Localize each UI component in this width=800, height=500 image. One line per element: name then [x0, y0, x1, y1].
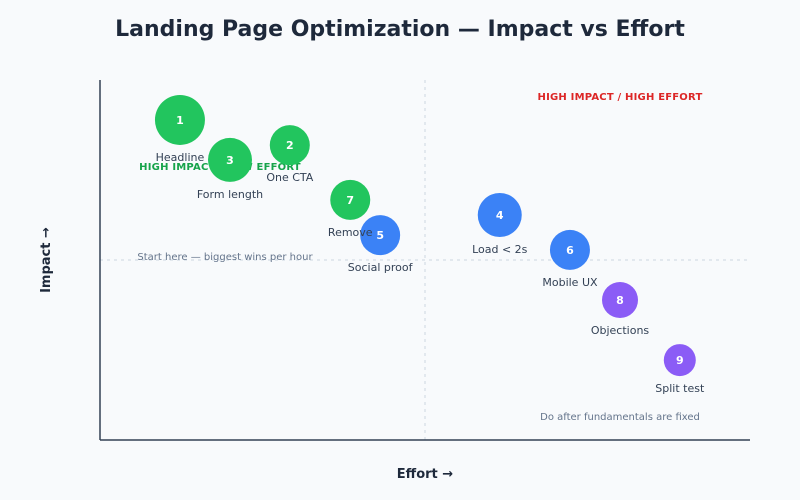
y-axis-label: Impact → — [39, 227, 54, 293]
bubble-5 — [360, 215, 401, 256]
bubble-number-3: 3 — [226, 154, 234, 167]
data-point-5: 5 Social proof — [348, 215, 414, 274]
chart-title: Landing Page Optimization — Impact vs Ef… — [115, 17, 685, 42]
data-point-1: 1 Headline — [154, 94, 205, 164]
bubble-3 — [208, 137, 252, 182]
data-point-7: 7 Remove — [328, 179, 373, 239]
annotation-do-after: Do after fundamentals are fixed — [540, 412, 700, 423]
data-point-2: 2 One CTA — [266, 125, 314, 184]
bubble-number-5: 5 — [376, 229, 384, 242]
data-point-9: 9 Split test — [655, 344, 705, 395]
axes — [99, 80, 750, 441]
bubble-number-7: 7 — [346, 194, 354, 207]
point-label-8: Objections — [591, 324, 650, 337]
bubble-number-4: 4 — [496, 209, 504, 222]
data-point-8: 8 Objections — [591, 281, 650, 337]
bubble-number-2: 2 — [286, 139, 294, 152]
point-label-7: Remove — [328, 226, 373, 239]
point-label-1: Headline — [156, 151, 205, 164]
point-label-2: One CTA — [266, 171, 313, 184]
point-label-9: Split test — [655, 382, 705, 395]
bubble-2 — [269, 125, 310, 166]
data-points: 1 Headline 2 One CTA 3 Form length 4 Load < 2s 5… — [154, 94, 705, 395]
bubble-number-1: 1 — [176, 114, 184, 127]
point-label-5: Social proof — [348, 261, 414, 274]
bubble-number-9: 9 — [676, 354, 684, 367]
data-point-4: 4 Load < 2s — [472, 193, 528, 256]
quadrant-dividers — [100, 80, 750, 440]
data-point-6: 6 Mobile UX — [542, 229, 598, 289]
bubble-6 — [549, 229, 590, 270]
data-point-3: 3 Form length — [197, 137, 263, 201]
bubble-number-8: 8 — [616, 294, 624, 307]
point-label-3: Form length — [197, 188, 263, 201]
bubble-number-6: 6 — [566, 244, 574, 257]
quadrant-label-high-impact-high-effort: HIGH IMPACT / HIGH EFFORT — [538, 92, 703, 103]
bubble-9 — [663, 344, 696, 377]
point-label-6: Mobile UX — [542, 276, 598, 289]
point-label-4: Load < 2s — [472, 243, 528, 256]
annotation-start-here: Start here — biggest wins per hour — [137, 252, 313, 263]
bubble-4 — [477, 193, 522, 237]
bubble-1 — [154, 94, 205, 145]
bubble-8 — [602, 281, 638, 318]
bubble-7 — [330, 179, 371, 220]
x-axis-label: Effort → — [397, 467, 453, 482]
